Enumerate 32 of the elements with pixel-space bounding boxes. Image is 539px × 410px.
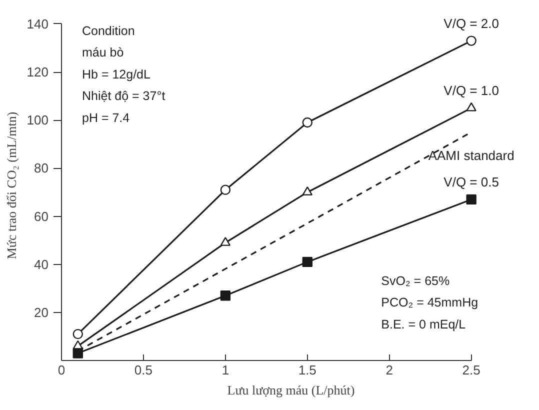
point bbox=[220, 184, 231, 195]
y-tick-label: 140 bbox=[26, 16, 49, 32]
x-tick-label: 2.5 bbox=[462, 362, 480, 378]
series-label: V/Q = 0.5 bbox=[444, 174, 499, 190]
x-tick-label: 2 bbox=[386, 362, 393, 378]
x-tick-label: 1 bbox=[222, 362, 230, 378]
point bbox=[72, 328, 83, 340]
y-tick-label: 100 bbox=[26, 112, 49, 128]
point bbox=[220, 236, 231, 246]
y-tick-label: 120 bbox=[26, 64, 49, 80]
point bbox=[72, 348, 83, 358]
y-tick-label: 80 bbox=[34, 160, 49, 176]
y-axis-title: Mức trao đổi CO₂ (mL/mtn) bbox=[4, 112, 19, 260]
x-tick-label: 1.5 bbox=[298, 362, 316, 378]
y-tick-label: 20 bbox=[34, 304, 49, 320]
series-label: AAMI standard bbox=[428, 148, 514, 164]
annotation: Condition máu bò Hb = 12g/dL Nhiệt độ = 37°t pH = 7.4 bbox=[82, 24, 166, 125]
point bbox=[220, 290, 231, 301]
point bbox=[466, 102, 476, 112]
point bbox=[466, 36, 476, 46]
point bbox=[302, 117, 312, 128]
point bbox=[302, 256, 312, 268]
y-tick-label: 40 bbox=[34, 256, 49, 272]
series-label: V/Q = 1.0 bbox=[444, 83, 499, 98]
point bbox=[302, 186, 312, 196]
series-label: V/Q = 2.0 bbox=[444, 16, 499, 31]
x-axis-title: Lưu lượng máu (L/phút) bbox=[227, 382, 355, 398]
x-tick-label: 0 bbox=[58, 362, 66, 378]
point bbox=[466, 194, 476, 205]
x-tick-label: 0.5 bbox=[134, 362, 153, 378]
y-tick-label: 60 bbox=[34, 208, 49, 224]
annotation: SvO₂ = 65% PCO₂ = 45mmHg B.E. = 0 mEq/L bbox=[381, 274, 478, 332]
